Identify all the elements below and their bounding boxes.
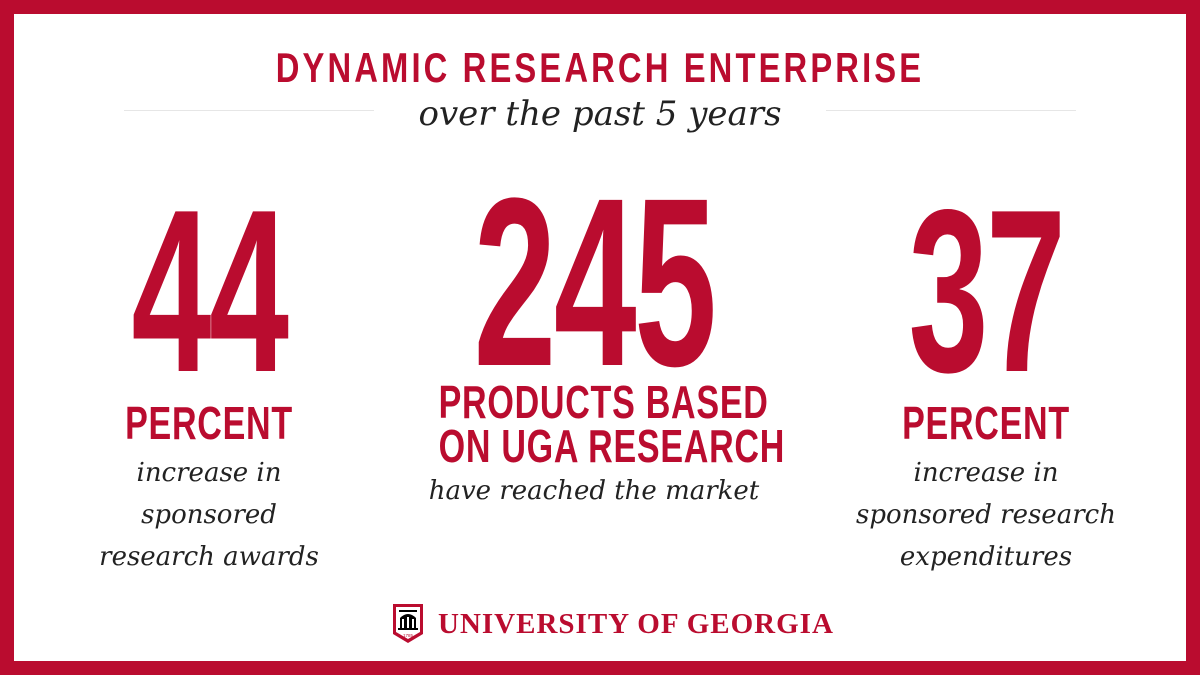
stat-block-products: 245 PRODUCTS BASED ON UGA RESEARCH have … (384, 148, 804, 506)
stat-block-awards: 44 PERCENT increase in sponsored researc… (64, 162, 354, 573)
stat-description-line: sponsored (141, 500, 277, 530)
stat-description-line: sponsored research (856, 500, 1116, 530)
logo-year: 1785 (403, 633, 414, 638)
stat-label: ON UGA RESEARCH (438, 420, 786, 472)
university-name: UNIVERSITY OF GEORGIA (438, 608, 834, 640)
stat-description-line: have reached the market (428, 476, 760, 506)
divider-gap (374, 106, 826, 114)
stat-label: PERCENT (125, 397, 293, 449)
stat-label: PERCENT (902, 397, 1070, 449)
arch-icon: 1785 (393, 604, 423, 643)
infographic-card: DYNAMIC RESEARCH ENTERPRISE over the pas… (14, 14, 1186, 661)
page-title: DYNAMIC RESEARCH ENTERPRISE (275, 44, 925, 91)
stat-description-line: increase in (136, 458, 282, 488)
stat-number: 44 (131, 162, 289, 421)
stat-number: 245 (473, 148, 717, 416)
page-subtitle: over the past 5 years (418, 94, 782, 134)
stat-description-line: expenditures (899, 542, 1073, 572)
stat-description-line: research awards (99, 542, 319, 572)
stat-block-expenditures: 37 PERCENT increase in sponsored researc… (836, 162, 1136, 573)
stat-description-line: increase in (913, 458, 1059, 488)
stat-number: 37 (908, 162, 1066, 421)
stat-label: PRODUCTS BASED (438, 376, 769, 428)
university-logo: 1785 UNIVERSITY OF GEORGIA (392, 598, 833, 648)
